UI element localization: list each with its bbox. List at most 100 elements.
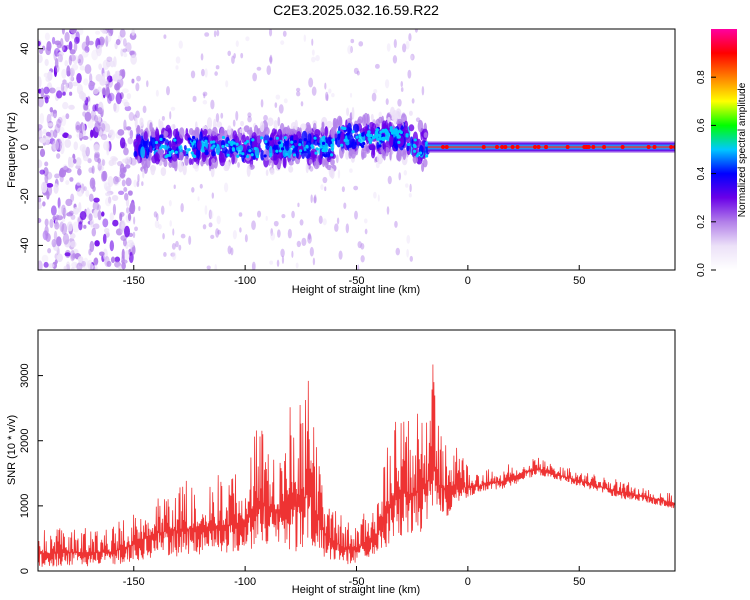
spectrogram-sparse-cell bbox=[170, 106, 176, 111]
spectrogram-noise-cell bbox=[105, 86, 110, 99]
spectrogram-noise-cell bbox=[111, 74, 117, 81]
spectrogram-sparse-cell bbox=[343, 202, 347, 209]
spectrogram-peak-cell bbox=[202, 143, 206, 147]
spectrogram-sparse-cell bbox=[281, 255, 285, 264]
spectrogram-sparse-cell bbox=[158, 224, 162, 230]
spectrogram-peak-cell bbox=[311, 145, 315, 149]
spectrogram-noise-cell bbox=[68, 54, 73, 66]
spectrogram-noise-cell bbox=[76, 187, 84, 197]
spectrogram-band-cell bbox=[412, 131, 419, 144]
spectrogram-line-peak bbox=[536, 145, 541, 150]
spectrogram-noise-cell bbox=[95, 73, 103, 82]
spectrogram-sparse-cell bbox=[322, 176, 328, 184]
spectrogram-noise-cell bbox=[76, 83, 83, 95]
spectrogram-peak-cell bbox=[193, 154, 197, 159]
spectrogram-sparse-cell bbox=[270, 228, 274, 237]
snr-x-ticks: -150 -100 -50 0 50 bbox=[123, 566, 585, 588]
spectrogram-sparse-cell bbox=[136, 75, 141, 82]
spectrogram-sparse-cell bbox=[138, 206, 141, 212]
spectrogram-band-cell bbox=[221, 146, 228, 154]
spectrogram-sparse-cell bbox=[338, 250, 343, 260]
spectrogram-noise-cell bbox=[49, 107, 54, 113]
spectrogram-band-cell bbox=[143, 130, 148, 141]
spectrogram-noise-cell bbox=[124, 156, 132, 166]
spectrogram-sparse-cell bbox=[405, 40, 410, 50]
spectrogram-sparse-cell bbox=[410, 55, 414, 60]
spectrogram-noise-cell bbox=[125, 42, 132, 53]
spectrogram-noise-cell bbox=[103, 228, 110, 234]
spectrogram-band-cell bbox=[295, 174, 302, 182]
spectrogram-band-cell bbox=[304, 149, 311, 159]
spectrogram-sparse-cell bbox=[373, 191, 377, 199]
snr-y-label: SNR (10 * v/v) bbox=[6, 415, 18, 485]
spectrogram-peak-cell bbox=[331, 138, 335, 142]
spectrogram-band-cell bbox=[196, 140, 202, 151]
spectrogram-noise-cell bbox=[122, 48, 128, 53]
spectrogram-band-cell bbox=[382, 141, 387, 150]
spectrogram-noise-cell bbox=[78, 221, 83, 231]
spectrogram-peak-cell bbox=[340, 126, 344, 130]
spectrogram-sparse-cell bbox=[273, 220, 279, 227]
spectrogram-noise-cell bbox=[119, 137, 126, 149]
spectrogram-band-cell bbox=[251, 135, 258, 145]
spectrogram-noise-cell bbox=[54, 221, 60, 230]
spectrogram-sparse-cell bbox=[171, 242, 176, 250]
spectrogram-noise-cell bbox=[123, 101, 130, 107]
spectrogram-line-peak bbox=[441, 145, 446, 150]
spectrogram-drift-cell bbox=[377, 133, 382, 138]
spectrogram-noise-cell bbox=[38, 201, 42, 210]
spectrogram-band-cell bbox=[389, 147, 392, 161]
spectrogram-band-cell bbox=[368, 142, 374, 150]
spectrogram-sparse-cell bbox=[247, 112, 252, 118]
spectrogram-drift-cell bbox=[386, 132, 390, 136]
spectrogram-noise-cell bbox=[70, 76, 75, 82]
spectrogram-sparse-cell bbox=[178, 244, 182, 251]
spectrogram-noise-cell bbox=[129, 203, 134, 213]
spectrogram-sparse-cell bbox=[266, 65, 272, 76]
spectrogram-noise-cell bbox=[105, 35, 109, 47]
spectrogram-band-cell bbox=[238, 144, 244, 152]
spectrogram-noise-cell bbox=[91, 227, 97, 237]
spectrogram-noise-cell bbox=[88, 193, 94, 202]
spectrogram-band-cell bbox=[330, 127, 335, 138]
spectrogram-sparse-cell bbox=[347, 45, 352, 55]
spectrogram-peak-cell bbox=[159, 146, 163, 150]
spectrogram-sparse-cell bbox=[204, 205, 208, 215]
spectrogram-sparse-cell bbox=[142, 105, 147, 114]
spectrogram-noise-cell bbox=[129, 32, 137, 41]
spectrogram-noise-cell bbox=[114, 256, 121, 263]
spectrogram-sparse-cell bbox=[210, 99, 215, 110]
spectrogram-peak-cell bbox=[212, 140, 216, 144]
snr-xtick-label: 50 bbox=[573, 576, 585, 588]
spectrogram-peak-cell bbox=[246, 154, 250, 159]
spectrogram-peak-cell bbox=[154, 140, 159, 145]
spectrogram-sparse-cell bbox=[291, 210, 295, 219]
spectrogram-drift-cell bbox=[397, 135, 401, 139]
spectrogram-band-cell bbox=[188, 127, 194, 136]
spectrogram-noise-cell bbox=[62, 101, 69, 110]
spectrogram-sparse-cell bbox=[169, 111, 172, 120]
spectrogram-noise-cell bbox=[53, 129, 58, 139]
spectrogram-noise-cell bbox=[93, 223, 100, 230]
spectrogram-sparse-cell bbox=[215, 65, 220, 70]
spectrogram-noise-cell bbox=[115, 81, 121, 91]
spectrogram-peak-cell bbox=[343, 138, 347, 142]
spectrogram-noise-cell bbox=[82, 135, 89, 141]
spectrogram-band-cell bbox=[210, 163, 215, 170]
spectrogram-noise-cell bbox=[111, 194, 119, 201]
spectrogram-sparse-cell bbox=[275, 94, 281, 100]
spectrogram-band-cell bbox=[382, 123, 387, 130]
spectrogram-line-peak bbox=[620, 145, 625, 150]
spectrogram-band-cell bbox=[330, 158, 335, 166]
spectrogram-noise-cell bbox=[130, 54, 137, 65]
spectrogram-noise-cell bbox=[61, 208, 68, 215]
spectrogram-noise-cell bbox=[84, 45, 90, 53]
spectrogram-sparse-cell bbox=[239, 227, 242, 233]
snr-ytick-label: 1000 bbox=[19, 494, 31, 518]
spectrogram-sparse-cell bbox=[407, 69, 412, 79]
spectrogram-sparse-cell bbox=[260, 99, 264, 108]
snr-x-label: Height of straight line (km) bbox=[292, 584, 420, 596]
spectrogram-sparse-cell bbox=[307, 233, 312, 244]
spectrogram-noise-cell bbox=[46, 182, 54, 188]
